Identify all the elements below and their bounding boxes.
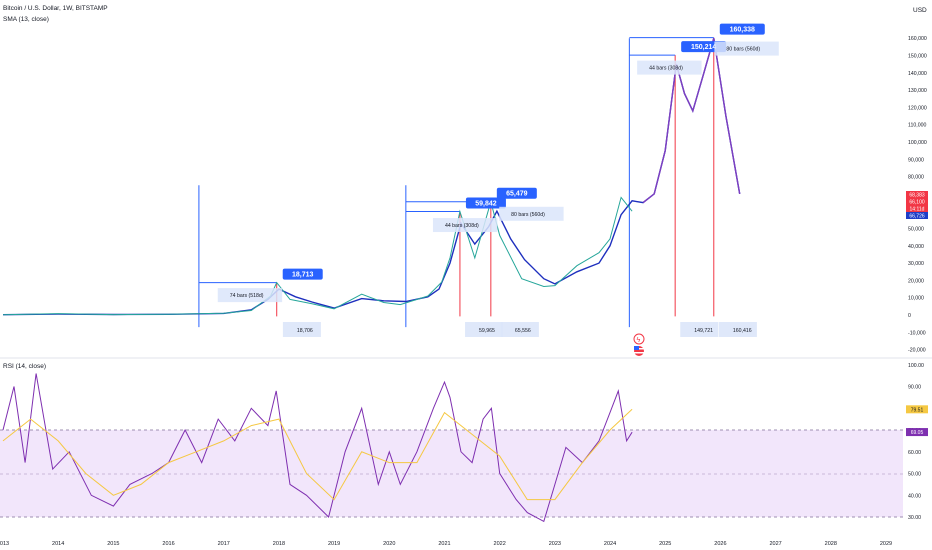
price-mark-box <box>500 322 539 337</box>
price-tick-label: 80,000 <box>908 175 924 181</box>
price-tick-label: 20,000 <box>908 278 924 284</box>
price-tick-label: 10,000 <box>908 296 924 302</box>
projection-curve <box>642 38 741 204</box>
symbol-title: Bitcoin / U.S. Dollar, 1W, BITSTAMP <box>3 5 108 12</box>
rsi-tick-label: 60.00 <box>908 450 921 456</box>
price-mark-label: 18,706 <box>297 328 313 334</box>
price-tick-label: 130,000 <box>908 88 927 94</box>
bar-count-box <box>714 41 779 56</box>
rsi-tick-label: 30.00 <box>908 515 921 521</box>
price-tick-label: 30,000 <box>908 261 924 267</box>
x-tick-label: 2015 <box>107 541 119 547</box>
x-tick-label: 2018 <box>273 541 285 547</box>
price-badge <box>906 198 928 205</box>
bar-count-box <box>637 60 702 75</box>
price-mark-label: 59,965 <box>479 328 495 334</box>
price-tick-label: 40,000 <box>908 244 924 250</box>
price-badge <box>906 205 928 212</box>
bar-count-box <box>432 218 498 233</box>
price-tick-label: 0 <box>908 313 911 319</box>
svg-text:ϟ: ϟ <box>637 337 641 344</box>
price-tick-label: 50,000 <box>908 227 924 233</box>
rsi-legend: RSI (14, close) <box>3 363 46 370</box>
rsi-tick-label: 40.00 <box>908 493 921 499</box>
x-tick-label: 2024 <box>604 541 616 547</box>
price-mark-label: 149,721 <box>694 328 713 334</box>
price-badge-label: 14:11d <box>910 207 925 213</box>
rsi-badge-label: 79.51 <box>911 407 924 413</box>
peak-label-box <box>465 197 506 209</box>
x-tick-label: 2025 <box>659 541 671 547</box>
bar-count-label: 80 bars (560d) <box>726 47 760 53</box>
x-tick-label: 2019 <box>328 541 340 547</box>
price-tick-label: 100,000 <box>908 140 927 146</box>
sma-legend: SMA (13, close) <box>3 16 49 23</box>
price-tick-label: 120,000 <box>908 105 927 111</box>
price-tick-label: 160,000 <box>908 36 927 42</box>
x-tick-label: 2026 <box>714 541 726 547</box>
rsi-badge-label: 69.05 <box>911 430 924 436</box>
price-badge-label: 66,726 <box>909 214 925 220</box>
axes-layer: -20,000 -10,000 0 10,000 20,000 30,000 40,000 5… <box>0 36 927 547</box>
bar-count-label: 80 bars (560d) <box>511 212 545 218</box>
bar-count-box <box>217 288 283 303</box>
x-tick-label: 2023 <box>549 541 561 547</box>
bar-count-label: 74 bars (518d) <box>230 293 264 299</box>
price-tick-label: 90,000 <box>908 157 924 163</box>
x-tick-label: 2027 <box>769 541 781 547</box>
rsi-tick-label: 50.00 <box>908 472 921 478</box>
rsi-rsi-ma <box>2 408 633 501</box>
bar-count-label: 44 bars (308d) <box>649 66 683 72</box>
price-mark-label: 160,416 <box>733 328 752 334</box>
peak-label-box <box>719 23 765 35</box>
x-tick-label: 2013 <box>0 541 9 547</box>
peak-label: 150,214 <box>691 44 716 51</box>
price-badge <box>906 191 928 198</box>
rsi-badge <box>906 428 928 437</box>
price-tick-label: 140,000 <box>908 71 927 77</box>
peak-label: 18,713 <box>292 272 314 279</box>
x-tick-label: 2021 <box>438 541 450 547</box>
peak-label-box <box>282 268 323 280</box>
price-badge-label: 68,383 <box>909 193 925 199</box>
price-mark-label: 65,556 <box>515 328 531 334</box>
x-tick-label: 2028 <box>825 541 837 547</box>
rsi-tick-label: 100.00 <box>908 363 924 369</box>
peak-label: 160,338 <box>730 27 755 34</box>
rsi-tick-label: 90.00 <box>908 385 921 391</box>
peak-label: 59,842 <box>475 200 497 207</box>
lightning-icon[interactable]: ϟ <box>633 333 645 345</box>
x-tick-label: 2020 <box>383 541 395 547</box>
price-mark-box <box>465 322 504 337</box>
x-tick-label: 2022 <box>494 541 506 547</box>
price-tick-label: -20,000 <box>908 348 926 354</box>
rsi-badge <box>906 405 928 414</box>
label-layer: 18,713 59,842 65,479 150,214 160,338 74 bars … <box>217 23 928 437</box>
bar-count-label: 44 bars (308d) <box>445 223 479 229</box>
x-tick-label: 2017 <box>218 541 230 547</box>
price-tick-label: 150,000 <box>908 54 927 60</box>
currency-label: USD <box>913 7 927 14</box>
x-tick-label: 2029 <box>880 541 892 547</box>
series-price <box>2 196 633 316</box>
price-mark-box <box>680 322 719 337</box>
rsi-rsi <box>2 373 633 523</box>
price-badge <box>906 212 928 219</box>
price-tick-label: -10,000 <box>908 330 926 336</box>
price-mark-box <box>282 322 321 337</box>
price-mark-box <box>718 322 757 337</box>
peak-label: 65,479 <box>506 191 528 198</box>
price-badge-label: 66,100 <box>909 200 925 206</box>
x-tick-label: 2016 <box>162 541 174 547</box>
peak-label-box <box>496 187 537 199</box>
us-flag-icon[interactable] <box>634 346 644 356</box>
bar-count-box <box>499 206 564 221</box>
price-tick-label: 110,000 <box>908 123 926 129</box>
x-tick-label: 2014 <box>52 541 64 547</box>
